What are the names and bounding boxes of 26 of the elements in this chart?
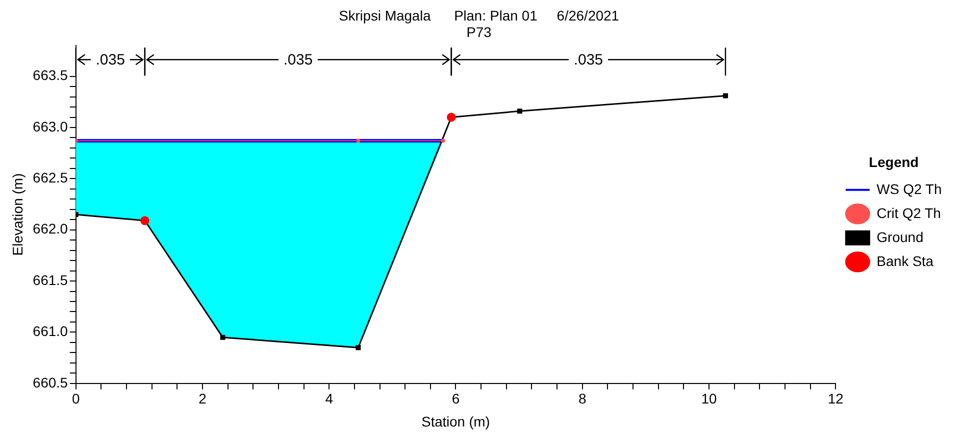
y-tick-label: 662.0	[32, 220, 68, 237]
y-tick-label: 661.5	[32, 272, 68, 288]
chart-subtitle: P73	[466, 24, 492, 40]
x-tick-label: 10	[701, 390, 718, 407]
x-axis-title: Station (m)	[422, 413, 490, 430]
y-tick-label: 663.5	[32, 67, 68, 84]
y-tick-label: 660.5	[32, 374, 68, 390]
legend-label: Bank Sta	[876, 252, 934, 269]
y-axis-title: Elevation (m)	[9, 173, 26, 256]
annotation: .035	[96, 52, 125, 69]
chart-title: Skripsi Magala Plan: Plan 01 6/26/2021	[338, 7, 620, 24]
x-tick-label: 0	[72, 390, 80, 407]
x-tick-label: 6	[452, 390, 460, 407]
legend-label: Crit Q2 Th	[876, 204, 941, 221]
x-tick-label: 12	[828, 390, 844, 407]
x-tick-label: 4	[325, 390, 334, 407]
x-tick-label: 2	[198, 390, 207, 407]
x-tick-label: 8	[578, 390, 586, 407]
y-tick-label: 663.0	[32, 118, 68, 134]
annotation: .035	[574, 52, 603, 69]
legend-label: Ground	[876, 228, 924, 245]
y-tick-label: 661.0	[32, 323, 68, 340]
legend-label: WS Q2 Th	[876, 180, 942, 197]
legend-title: Legend	[868, 154, 919, 170]
annotation: .035	[283, 52, 313, 69]
y-tick-label: 662.5	[32, 170, 68, 186]
